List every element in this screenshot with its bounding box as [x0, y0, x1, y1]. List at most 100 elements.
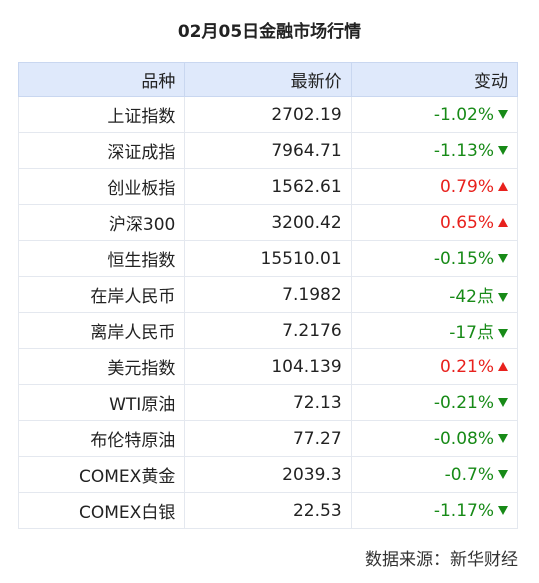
cell-text: 7964.71: [271, 140, 342, 161]
cell: -17点: [350, 312, 519, 349]
cell-text: 72.13: [292, 392, 342, 413]
table-row: 深证成指 7964.71 -1.13%: [17, 132, 519, 169]
cell: 15510.01: [184, 240, 352, 277]
down-arrow: [498, 434, 508, 443]
column-header: 变动: [350, 62, 519, 97]
cell: 离岸人民币: [17, 312, 186, 349]
table-row: 在岸人民币 7.1982 -42点: [17, 276, 519, 313]
cell: 77.27: [184, 420, 352, 457]
change-value: 0.79%: [439, 176, 494, 197]
cell-text: 22.53: [292, 500, 342, 521]
down-arrow: [498, 146, 508, 155]
cell-text: 7.2176: [282, 320, 342, 341]
cell: COMEX白银: [17, 492, 186, 529]
cell: 3200.42: [184, 204, 352, 241]
cell: 7964.71: [184, 132, 352, 169]
cell: 深证成指: [17, 132, 186, 169]
cell: 72.13: [184, 384, 352, 421]
table-row: 离岸人民币 7.2176 -17点: [17, 312, 519, 349]
cell: 22.53: [184, 492, 352, 529]
down-arrow: [498, 398, 508, 407]
down-arrow: [498, 470, 508, 479]
cell-text: 创业板指: [107, 179, 176, 199]
down-arrow: [498, 292, 508, 302]
table-header: 品种 最新价 变动: [17, 62, 519, 97]
cell-text: 2039.3: [282, 464, 342, 485]
cell: 104.139: [184, 348, 352, 385]
cell-text: 在岸人民币: [90, 287, 176, 307]
change-value: -1.02%: [433, 104, 494, 125]
table-row: COMEX白银 22.53 -1.17%: [17, 492, 519, 529]
cell: -42点: [350, 276, 519, 313]
cell-text: WTI原油: [109, 395, 176, 415]
cell-text: COMEX黄金: [79, 467, 176, 487]
cell: -0.08%: [350, 420, 519, 457]
cell-text: 离岸人民币: [90, 323, 176, 343]
cell-text: 2702.19: [271, 104, 342, 125]
cell: 0.21%: [350, 348, 519, 385]
down-arrow: [498, 254, 508, 263]
cell: 创业板指: [17, 168, 186, 205]
cell: -0.21%: [350, 384, 519, 421]
cell: 在岸人民币: [17, 276, 186, 313]
cell: COMEX黄金: [17, 456, 186, 493]
change-value: -0.21%: [433, 392, 494, 413]
cell-text: 15510.01: [260, 248, 342, 269]
down-arrow: [498, 328, 508, 338]
up-arrow: [498, 362, 508, 371]
cell-text: 沪深300: [108, 215, 176, 235]
cell-text: 上证指数: [107, 107, 176, 127]
cell-text: COMEX白银: [79, 503, 176, 523]
market-table: 品种 最新价 变动 上证指数 2702.19 -1.02% 深证成指 7964.71 -1.1…: [17, 62, 519, 529]
cell-text: 7.1982: [282, 284, 342, 305]
table-row: 沪深300 3200.42 0.65%: [17, 204, 519, 241]
cell-text: 恒生指数: [107, 251, 176, 271]
cell: 美元指数: [17, 348, 186, 385]
cell-text: 77.27: [292, 428, 342, 449]
table-row: WTI原油 72.13 -0.21%: [17, 384, 519, 421]
source-note: 数据来源：新华财经: [365, 550, 518, 570]
cell: 布伦特原油: [17, 420, 186, 457]
cell: 2702.19: [184, 96, 352, 133]
column-header: 品种: [17, 62, 186, 97]
cell-text: 104.139: [271, 356, 342, 377]
column-header: 最新价: [184, 62, 352, 97]
table-row: 美元指数 104.139 0.21%: [17, 348, 519, 385]
table-row: 上证指数 2702.19 -1.02%: [17, 96, 519, 133]
table-row: 恒生指数 15510.01 -0.15%: [17, 240, 519, 277]
change-value: -0.7%: [444, 464, 494, 485]
cell-text: 深证成指: [107, 143, 176, 163]
cell: -1.17%: [350, 492, 519, 529]
up-arrow: [498, 218, 508, 227]
cell: -0.7%: [350, 456, 519, 493]
change-value: 0.65%: [439, 212, 494, 233]
table-row: 布伦特原油 77.27 -0.08%: [17, 420, 519, 457]
cell-text: 1562.61: [271, 176, 342, 197]
cell: 1562.61: [184, 168, 352, 205]
title: 02月05日金融市场行情: [177, 22, 362, 42]
header-row: 品种 最新价 变动: [17, 62, 519, 97]
down-arrow: [498, 506, 508, 515]
up-arrow: [498, 182, 508, 191]
change-value: -0.15%: [433, 248, 494, 269]
cell: 2039.3: [184, 456, 352, 493]
down-arrow: [498, 110, 508, 119]
change-value: -42点: [449, 287, 494, 307]
cell: -0.15%: [350, 240, 519, 277]
cell: 0.65%: [350, 204, 519, 241]
cell: WTI原油: [17, 384, 186, 421]
cell-text: 布伦特原油: [90, 431, 176, 451]
cell: 恒生指数: [17, 240, 186, 277]
change-value: -1.17%: [433, 500, 494, 521]
cell: 沪深300: [17, 204, 186, 241]
cell: 0.79%: [350, 168, 519, 205]
cell-text: 3200.42: [271, 212, 342, 233]
cell: 7.1982: [184, 276, 352, 313]
change-value: 0.21%: [439, 356, 494, 377]
cell: 上证指数: [17, 96, 186, 133]
table-row: COMEX黄金 2039.3 -0.7%: [17, 456, 519, 493]
change-value: -0.08%: [433, 428, 494, 449]
cell: -1.02%: [350, 96, 519, 133]
change-value: -1.13%: [433, 140, 494, 161]
